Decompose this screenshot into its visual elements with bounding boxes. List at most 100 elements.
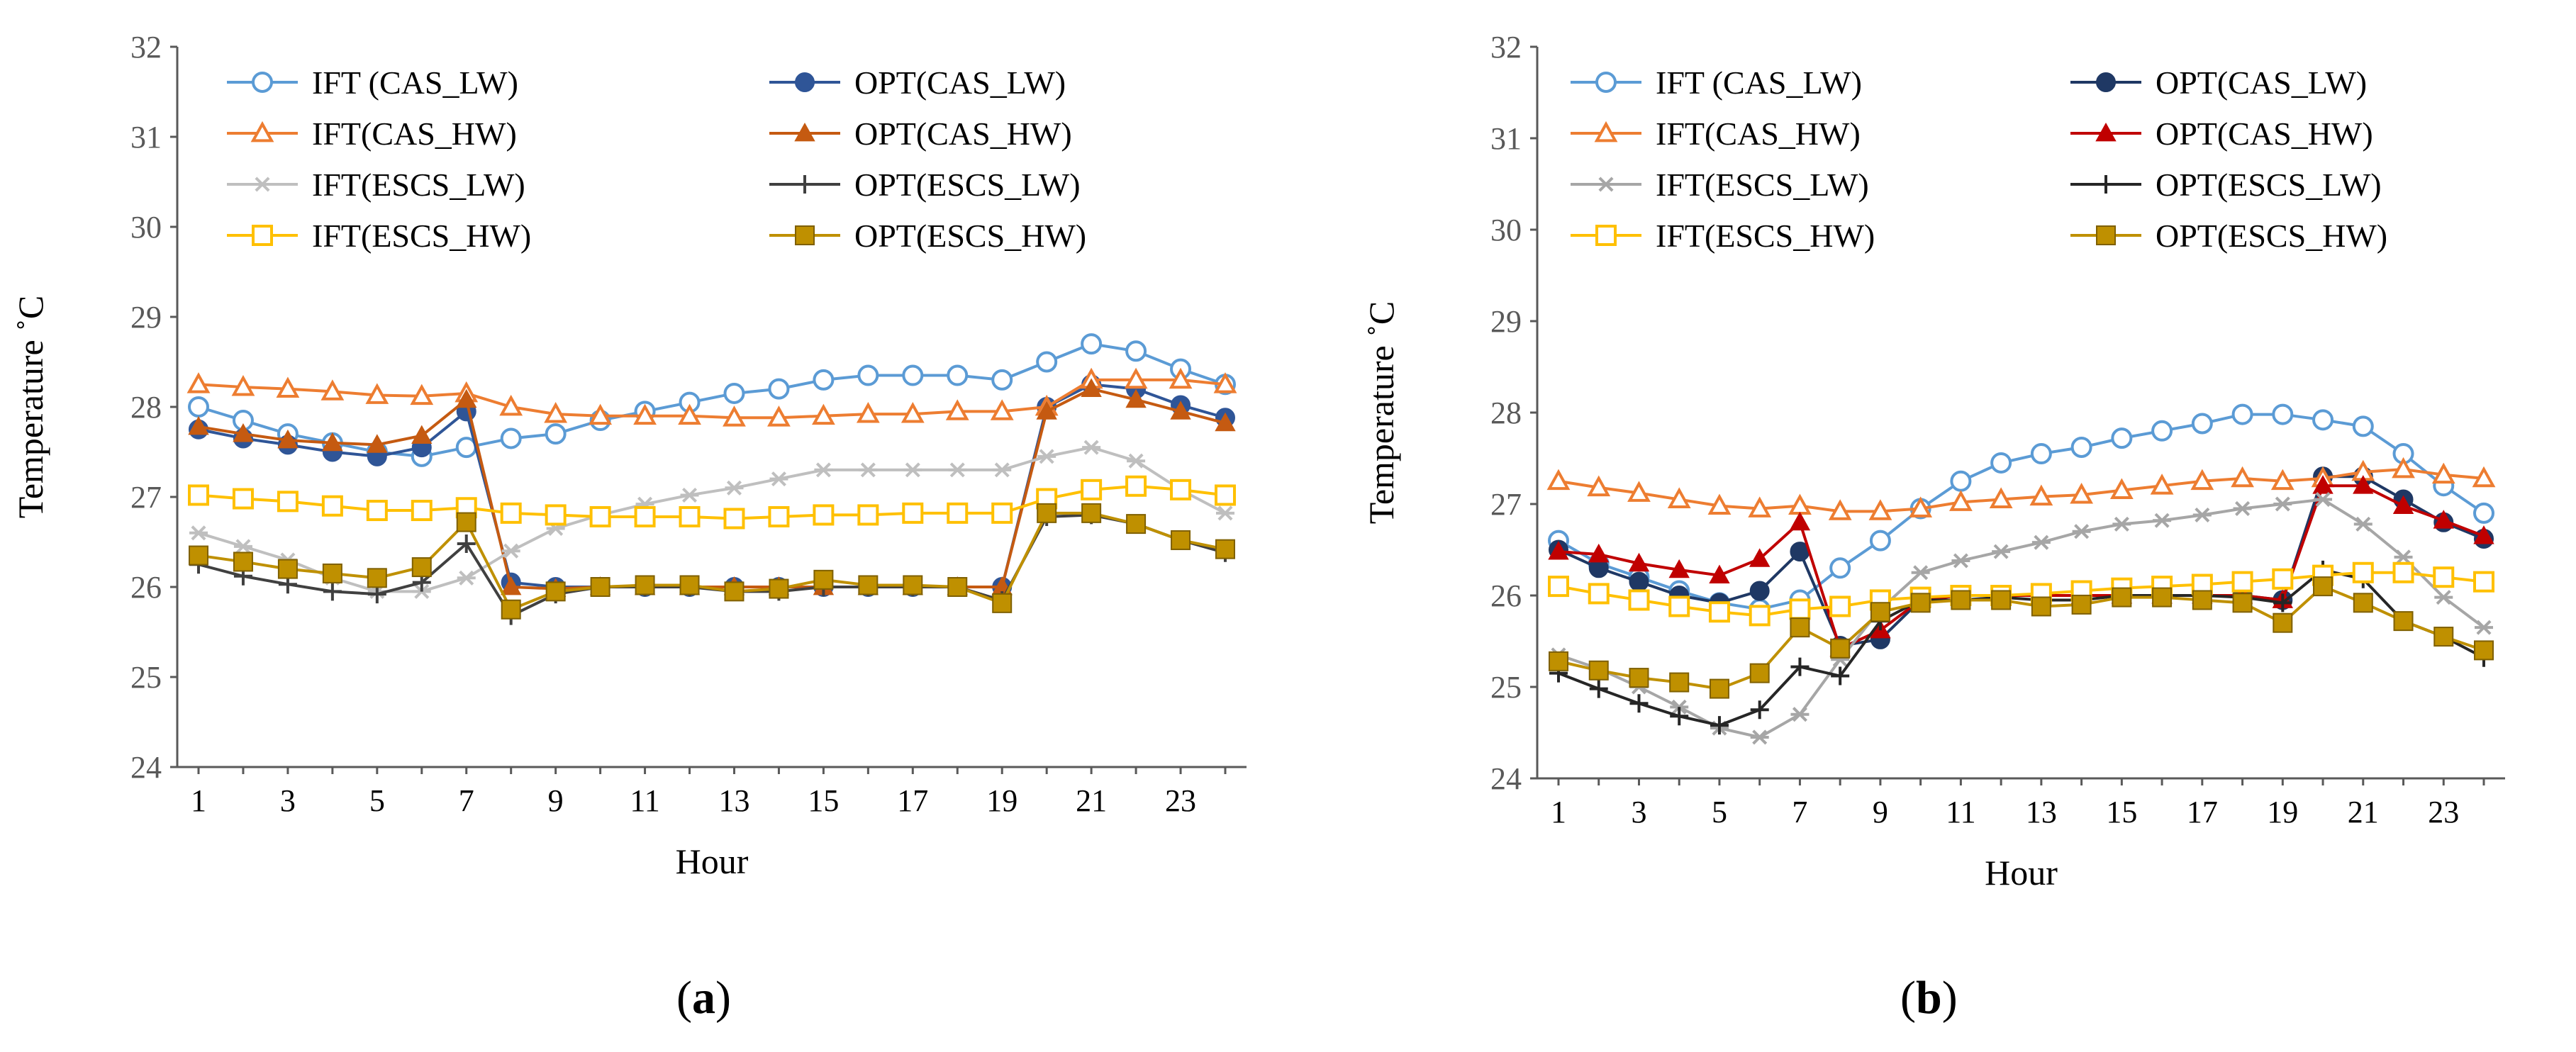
data-point <box>1868 499 1892 520</box>
data-point <box>2231 403 2253 425</box>
legend-entry: IFT(ESCS_LW) <box>1571 167 1869 203</box>
data-point <box>945 399 969 420</box>
data-point <box>1990 452 2012 474</box>
data-point <box>2151 420 2173 442</box>
data-point <box>2352 561 2374 583</box>
legend-entry: OPT(CAS_LW) <box>769 65 1066 101</box>
data-point <box>1951 553 1970 569</box>
x-tick-label: 5 <box>1712 795 1727 829</box>
data-point <box>1628 552 1650 572</box>
x-tick-label: 13 <box>718 783 749 818</box>
x-tick-label: 3 <box>1631 795 1646 829</box>
data-point <box>1831 666 1850 686</box>
data-point <box>1036 351 1058 373</box>
data-point <box>813 369 835 391</box>
data-point <box>322 432 343 452</box>
data-point <box>2474 640 2494 661</box>
data-point <box>811 403 835 425</box>
data-point <box>1749 548 1771 567</box>
data-point <box>589 505 611 527</box>
data-point <box>2431 462 2455 484</box>
data-point <box>2392 561 2414 583</box>
legend-marker <box>253 177 272 192</box>
data-point <box>544 402 568 423</box>
data-point <box>1549 651 1568 671</box>
series-opt-cas-lw- <box>189 374 1235 597</box>
legend-marker <box>250 121 274 142</box>
data-point <box>1588 543 1610 563</box>
data-point <box>1668 595 1690 617</box>
data-point <box>1124 367 1148 389</box>
x-tick-label: 7 <box>459 783 474 818</box>
data-point <box>1037 449 1056 464</box>
y-axis-title: Temperature ˚C <box>11 296 50 518</box>
legend-marker <box>1595 225 1617 246</box>
data-point <box>1830 638 1851 659</box>
data-point <box>1037 503 1057 523</box>
data-point <box>2353 475 2374 494</box>
data-point <box>457 570 476 586</box>
data-point <box>2273 496 2292 512</box>
legend-entry: IFT(ESCS_HW) <box>227 218 531 254</box>
series-opt-cas-hw- <box>188 378 1236 597</box>
data-point <box>723 508 745 530</box>
data-point <box>2112 516 2131 532</box>
data-point <box>769 471 788 487</box>
data-point <box>2392 495 2414 514</box>
data-point <box>1870 602 1890 622</box>
data-point <box>2312 475 2334 494</box>
series-opt-cas-lw- <box>1549 466 2494 656</box>
data-point <box>1709 564 1730 584</box>
data-point <box>857 504 879 526</box>
series-line <box>1558 467 2485 513</box>
legend-entry: IFT (CAS_LW) <box>1571 65 1862 101</box>
series-line <box>198 511 1226 612</box>
data-point <box>1216 505 1234 521</box>
data-point <box>545 581 566 602</box>
data-point <box>1588 583 1610 605</box>
data-point <box>814 462 833 478</box>
data-point <box>411 425 433 444</box>
data-point <box>725 480 744 496</box>
data-point <box>231 374 255 396</box>
data-point <box>2153 513 2172 528</box>
data-point <box>2070 437 2092 459</box>
x-tick-label: 9 <box>1873 795 1888 829</box>
x-tick-label: 17 <box>2187 795 2218 829</box>
data-point <box>2071 594 2092 615</box>
data-point <box>859 462 878 478</box>
data-point <box>501 599 521 620</box>
y-tick-label: 27 <box>130 480 162 515</box>
series-opt-escs-hw- <box>1549 576 2494 699</box>
legend-entry: OPT(ESCS_HW) <box>2070 218 2387 254</box>
legend-label: OPT(ESCS_HW) <box>854 218 1086 254</box>
y-tick-label: 32 <box>1490 30 1522 65</box>
data-point <box>1710 716 1729 735</box>
data-point <box>1790 657 1810 676</box>
data-point <box>323 582 342 601</box>
data-point <box>2353 516 2373 532</box>
data-point <box>1950 470 1972 492</box>
data-point <box>1546 469 1571 491</box>
data-point <box>189 525 208 541</box>
data-point <box>499 394 523 416</box>
legend-label: IFT(ESCS_LW) <box>312 167 525 203</box>
data-point <box>2272 403 2294 425</box>
x-tick-label: 17 <box>897 783 928 818</box>
data-point <box>1749 605 1771 627</box>
data-point <box>457 535 476 554</box>
legend-entry: IFT(ESCS_HW) <box>1571 218 1875 254</box>
data-point <box>767 405 791 427</box>
data-point <box>1587 475 1611 497</box>
y-tick-label: 24 <box>130 750 162 785</box>
data-point <box>1629 668 1649 688</box>
data-point <box>2473 571 2494 593</box>
panel-label-b: (b) <box>1900 972 1958 1024</box>
data-point <box>366 500 388 522</box>
data-point <box>500 502 522 524</box>
data-point <box>769 578 789 599</box>
data-point <box>321 495 343 517</box>
data-point <box>367 434 388 453</box>
data-point <box>679 505 701 527</box>
